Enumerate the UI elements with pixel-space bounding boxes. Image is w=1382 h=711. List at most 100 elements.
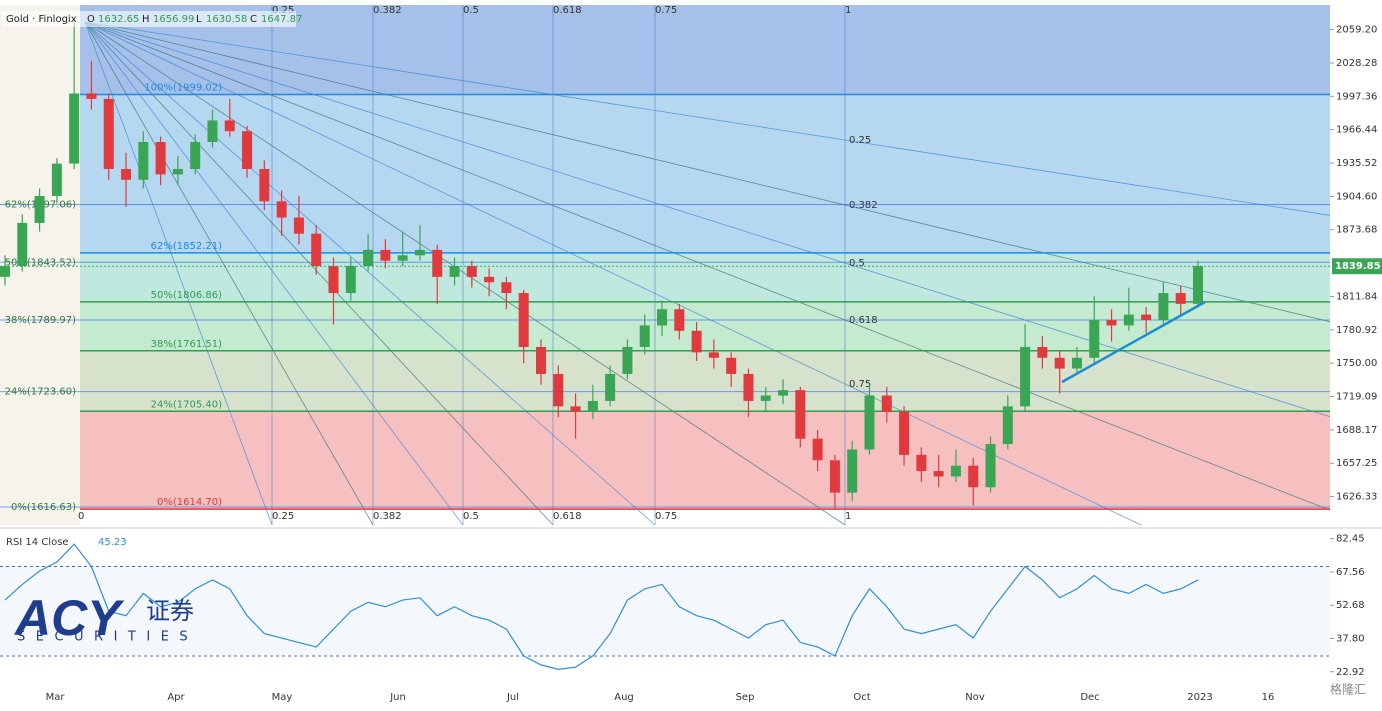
x-tick-label: May (272, 692, 293, 703)
fan-line (84, 21, 374, 526)
candle-body (242, 131, 253, 169)
candle-body (726, 357, 737, 374)
rsi-title: RSI 14 Close (6, 537, 69, 548)
y-tick-label: 1997.36 (1336, 91, 1377, 102)
candle-body (380, 249, 391, 261)
fan-label: 0.25 (272, 511, 294, 522)
fan-line (84, 21, 273, 526)
x-tick-label: Jun (389, 692, 406, 703)
fib-zone (80, 94, 1330, 253)
candle-body (708, 352, 719, 358)
y-tick-label: 1719.09 (1336, 392, 1377, 403)
last-price-label: 1839.85 (1335, 261, 1381, 272)
fib-right-label: 50%(1806.86) (151, 290, 222, 301)
fib-zone (80, 252, 1330, 302)
fib-left-label: 24%(1723.60) (5, 387, 76, 398)
fib-right-label: 38%(1761.51) (151, 339, 222, 350)
candle-body (138, 142, 149, 180)
candle-body (1054, 357, 1065, 369)
candle-body (535, 346, 546, 374)
y-tick-label: 1811.84 (1336, 291, 1377, 302)
fan-label: 0.75 (849, 379, 871, 390)
c-value: 1647.87 (261, 14, 302, 25)
y-tick-label: 2059.20 (1336, 25, 1377, 36)
fan-label: 0.25 (849, 135, 871, 146)
y-tick-label: 1626.33 (1336, 492, 1377, 503)
fan-label: 0 (78, 511, 84, 522)
trend-line (1061, 300, 1206, 384)
candle-body (743, 373, 754, 401)
fan-label: 0.75 (655, 511, 677, 522)
l-label: L (196, 14, 202, 25)
rsi-panel: 82.45 67.56 52.68 37.80 22.92 (0, 534, 1365, 678)
candle-body (345, 266, 356, 294)
candle-body (276, 201, 287, 218)
candle-body (1020, 346, 1031, 407)
fan-label: 0.5 (463, 511, 479, 522)
candle-body (933, 471, 944, 477)
rsi-last: 45.23 (98, 537, 127, 548)
y-tick-label: 1688.17 (1336, 425, 1377, 436)
y-tick-label: 1657.25 (1336, 458, 1377, 469)
fan-label: 1 (845, 511, 851, 522)
candle-body (1106, 320, 1117, 326)
candle-body (190, 142, 201, 169)
candle-body (328, 266, 339, 294)
candle-body (397, 255, 408, 261)
candle-body (1123, 314, 1134, 326)
watermark-sub: SECURITIES (17, 630, 198, 645)
candle-body (466, 266, 477, 277)
candle-body (950, 465, 961, 477)
candle-body (484, 276, 495, 283)
x-tick-label: Oct (853, 692, 870, 703)
x-tick-label: Aug (614, 692, 634, 703)
watermark-brand: ACY (13, 590, 125, 646)
candle-body (172, 168, 183, 175)
fan-label: 0.618 (553, 5, 582, 16)
x-tick-label: Nov (965, 692, 985, 703)
candle-body (1037, 346, 1048, 358)
fan-line (84, 21, 464, 526)
h-value: 1656.99 (153, 14, 194, 25)
last-price-box (1332, 258, 1382, 275)
o-value: 1632.65 (98, 14, 139, 25)
fib-right-label: 100%(1999.02) (144, 83, 222, 94)
y-tick-label: 1904.60 (1336, 191, 1377, 202)
fan-line (84, 21, 554, 526)
candle-body (259, 168, 270, 202)
main: 0%(1616.63) 24%(1723.60) 38%(1789.97) 50%(1… (0, 17, 1382, 513)
fib-right-label: 24%(1705.40) (151, 399, 222, 410)
candle-body (570, 406, 581, 412)
candle-body (1089, 320, 1100, 358)
fib-zone (80, 350, 1330, 412)
y-tick-label: 1966.44 (1336, 125, 1377, 136)
c-label: C (250, 14, 257, 25)
candle-body (1175, 293, 1186, 304)
candle-body (639, 325, 650, 347)
y-tick-label: 1780.92 (1336, 325, 1377, 336)
y-tick-label: 1750.00 (1336, 358, 1377, 369)
candle-body (985, 444, 996, 488)
candle-body (899, 411, 910, 455)
l-value: 1630.58 (206, 14, 247, 25)
x-tick-label: 16 (1262, 692, 1275, 703)
o-label: O (87, 14, 95, 25)
fan-label: 0.382 (373, 5, 402, 16)
header-bg (2, 11, 296, 27)
candle-body (1071, 357, 1082, 369)
y-tick-label: 1935.52 (1336, 158, 1377, 169)
candle-body (103, 98, 114, 169)
candle-body (293, 217, 304, 234)
candle-body (864, 395, 875, 450)
fan-label: 0.382 (373, 511, 402, 522)
candle-body (1002, 406, 1013, 445)
candle-body (674, 309, 685, 331)
candle-body (34, 195, 45, 223)
x-tick-label: Jul (506, 692, 519, 703)
candle-body (553, 373, 564, 407)
x-tick-label: Mar (46, 692, 66, 703)
candle-body (224, 120, 235, 132)
candle-body (207, 120, 218, 143)
